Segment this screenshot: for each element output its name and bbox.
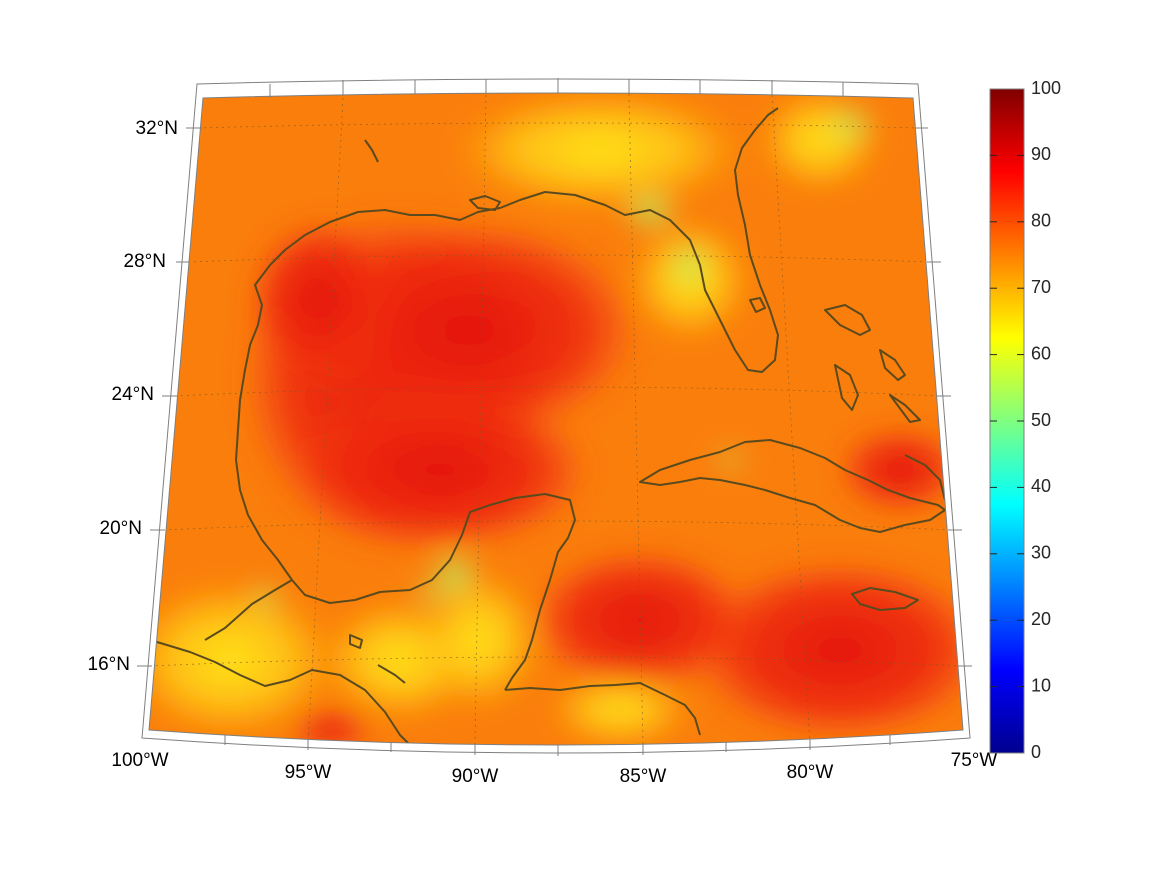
coastlines — [156, 107, 946, 745]
map-field — [149, 93, 963, 745]
lat-label: 32°N — [136, 118, 178, 139]
colorbar-tick-label: 100 — [1031, 78, 1061, 98]
lat-label: 28°N — [124, 251, 166, 272]
colorbar-tick-label: 80 — [1031, 211, 1051, 231]
map-frame — [137, 78, 972, 756]
colorbar-tick-label: 60 — [1031, 343, 1051, 363]
colorbar-tick-label: 0 — [1031, 742, 1041, 762]
colorbar: 100 90 80 70 60 50 40 30 20 10 0 — [989, 78, 1061, 762]
colorbar-tick-label: 70 — [1031, 277, 1051, 297]
lat-label: 24°N — [112, 384, 154, 405]
lon-label: 85°W — [620, 766, 667, 787]
lon-label: 95°W — [285, 762, 332, 783]
lon-label: 100°W — [111, 750, 168, 771]
graticule — [149, 93, 963, 745]
colorbar-tick-label: 10 — [1031, 675, 1051, 695]
lat-label: 20°N — [100, 518, 142, 539]
colorbar-tick-label: 90 — [1031, 144, 1051, 164]
lon-labels: 100°W 95°W 90°W 85°W 80°W 75°W — [111, 750, 997, 787]
lon-label: 80°W — [787, 762, 834, 783]
colorbar-tick-label: 40 — [1031, 476, 1051, 496]
colorbar-tick-label: 20 — [1031, 609, 1051, 629]
colorbar-ticks — [990, 154, 1024, 688]
lon-label: 75°W — [951, 750, 998, 771]
lon-label: 90°W — [452, 766, 499, 787]
colorbar-tick-label: 50 — [1031, 410, 1051, 430]
lat-label: 16°N — [88, 654, 130, 675]
lat-labels: 32°N 28°N 24°N 20°N 16°N — [88, 118, 178, 675]
colorbar-tick-label: 30 — [1031, 543, 1051, 563]
